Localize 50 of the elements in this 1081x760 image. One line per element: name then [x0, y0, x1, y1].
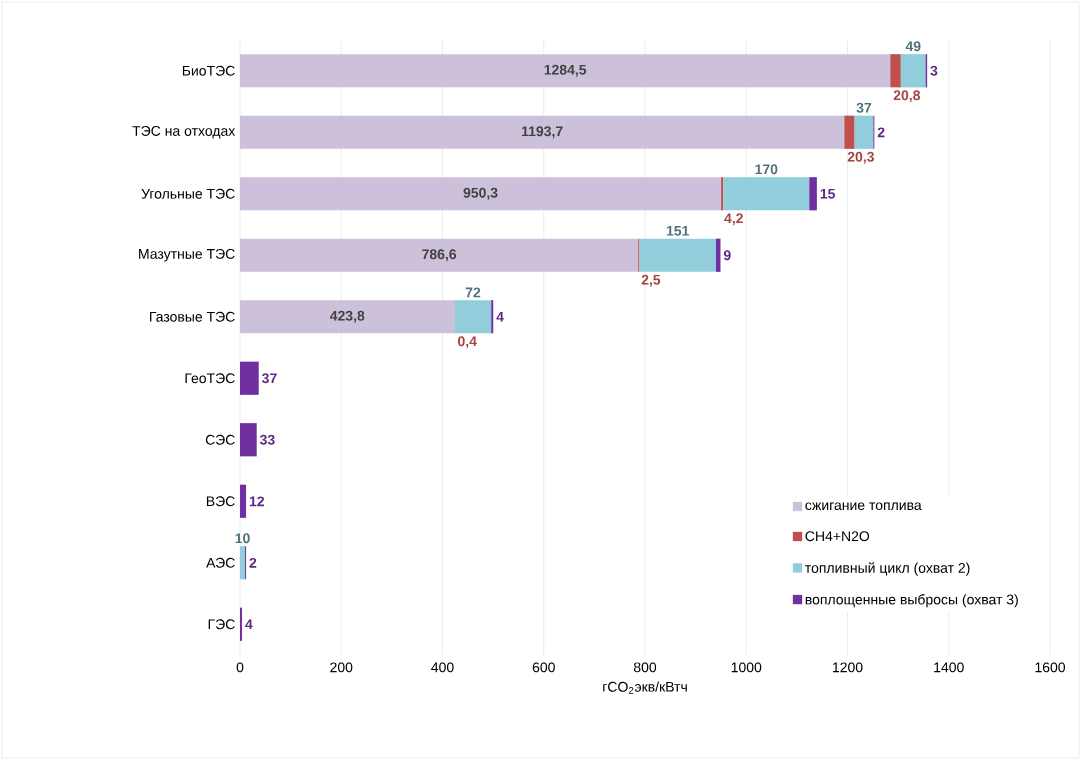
data-label: 15: [820, 188, 835, 199]
legend-label: CH4+N2O: [805, 531, 870, 542]
legend-label: топливный цикл (охват 2): [805, 562, 970, 576]
data-label: 170: [755, 164, 778, 175]
x-axis-title: гCO$_{2}$экв/кВтч: [603, 681, 687, 694]
data-label: 2: [249, 557, 257, 568]
y-tick-label: ВЭС: [206, 496, 235, 507]
data-label: 786,6: [422, 249, 457, 262]
y-tick-label: Газовые ТЭС: [150, 311, 235, 322]
x-tick-label: 800: [633, 662, 657, 673]
x-tick-label: 1600: [1035, 662, 1066, 673]
data-label: 151: [666, 225, 689, 236]
data-label: 1193,7: [522, 126, 563, 139]
y-tick-label: ГЭС: [208, 619, 235, 630]
y-tick-label: Угольные ТЭС: [141, 188, 235, 199]
x-tick-label: 600: [532, 662, 555, 673]
data-label: 4,2: [724, 213, 743, 226]
legend-label: сжигание топлива: [805, 502, 922, 511]
data-label: 9: [723, 250, 731, 261]
data-label: 4: [245, 619, 253, 630]
x-tick-label: 1000: [731, 662, 762, 673]
y-tick-label: СЭС: [205, 434, 235, 445]
y-tick-label: БиоТЭС: [182, 65, 235, 76]
data-label: 37: [856, 102, 872, 113]
x-tick-label: 1400: [934, 662, 964, 673]
data-label: 37: [261, 373, 277, 384]
legend-label: воплощенные выбросы (охват 3): [805, 594, 1018, 608]
y-tick-label: ТЭС на отходах: [132, 125, 236, 139]
data-label: 0,4: [458, 336, 477, 349]
y-tick-label: АЭС: [206, 557, 235, 568]
data-label: 950,3: [463, 187, 498, 200]
data-label: 2: [877, 127, 885, 138]
data-label: 1284,5: [544, 64, 587, 77]
data-label: 72: [465, 287, 481, 298]
x-tick-label: 200: [330, 662, 353, 673]
data-label: 20,3: [847, 151, 874, 164]
data-label: 423,8: [329, 310, 365, 323]
y-tick-label: Мазутные ТЭС: [139, 248, 235, 262]
data-label: 20,8: [893, 90, 921, 103]
x-tick-label: 0: [236, 662, 244, 673]
data-label: 10: [235, 533, 250, 544]
data-label: 33: [259, 434, 275, 445]
data-label: 4: [496, 311, 504, 322]
x-tick-label: 1200: [833, 662, 863, 673]
x-tick-label: 400: [431, 662, 454, 673]
data-label: 12: [249, 496, 265, 507]
y-tick-label: ГеоТЭС: [185, 373, 235, 384]
data-label: 3: [930, 65, 938, 76]
data-label: 2,5: [641, 274, 661, 287]
data-label: 49: [905, 41, 921, 52]
